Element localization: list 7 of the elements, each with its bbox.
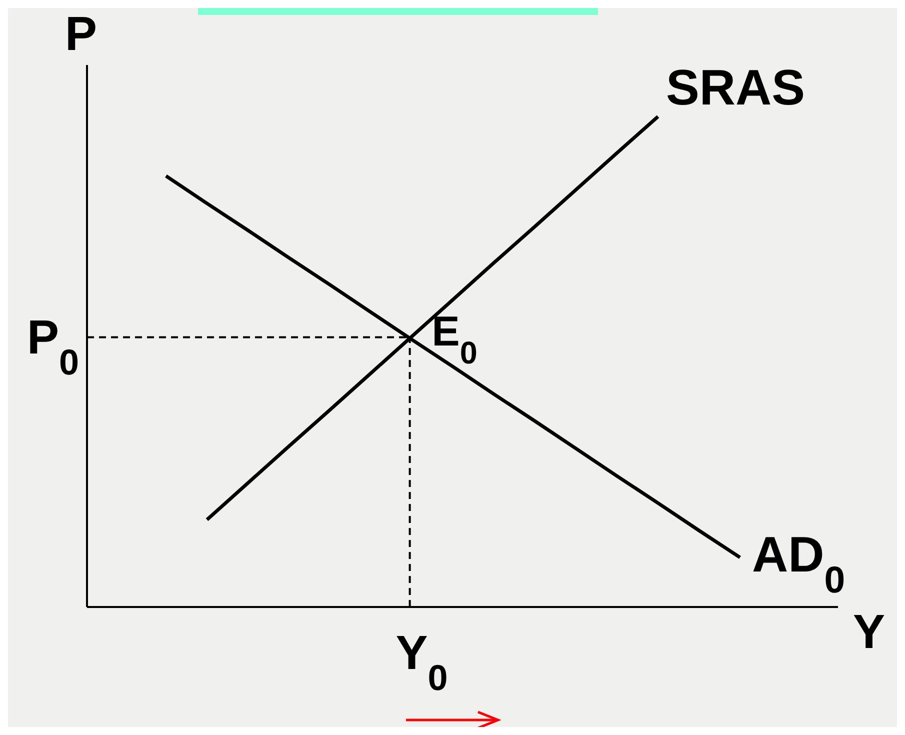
series-label: SRAS [666, 60, 805, 116]
series-label: AD$_{0}$ [752, 526, 846, 600]
text: Y$_{0}$ [396, 627, 448, 698]
ref-line-label: P$_{0}$ [26, 311, 79, 382]
annotation: E$_{0}$ [432, 307, 478, 370]
y-axis-title: P [65, 8, 98, 61]
x-axis-title: Y [853, 606, 886, 659]
